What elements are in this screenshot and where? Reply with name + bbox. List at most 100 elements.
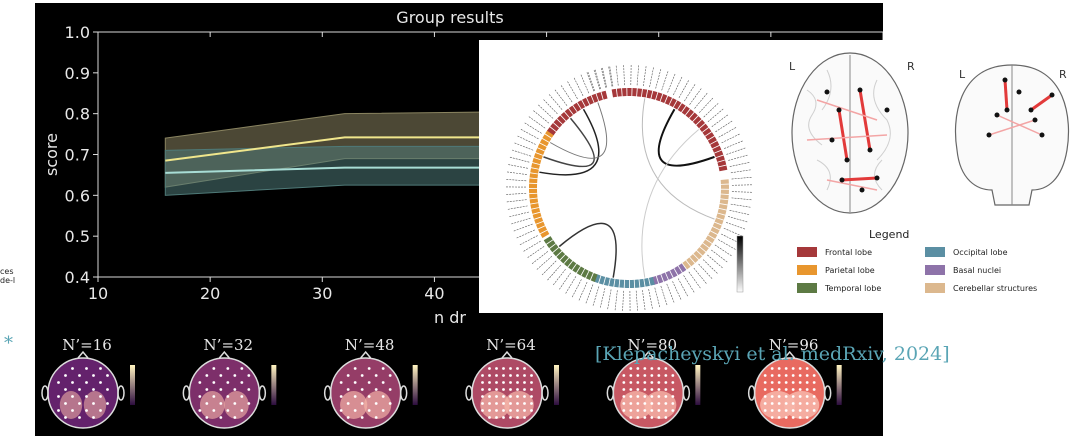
colorbar-step bbox=[554, 386, 559, 387]
electrode-dot bbox=[99, 395, 102, 398]
scale-bar-step bbox=[737, 239, 743, 240]
ear-marker bbox=[118, 386, 124, 400]
electrode-dot bbox=[92, 402, 95, 405]
colorbar-step bbox=[413, 373, 418, 374]
scale-bar-step bbox=[737, 256, 743, 257]
region-label-mark bbox=[536, 256, 552, 270]
region-label-mark bbox=[511, 150, 531, 156]
scalp-hotspot bbox=[644, 391, 676, 419]
brain-label-left: L bbox=[789, 60, 796, 73]
connectome-circle-svg bbox=[479, 40, 767, 313]
electrode-dot bbox=[643, 402, 646, 405]
colorbar-step bbox=[695, 375, 700, 376]
node-segment bbox=[530, 198, 538, 203]
topomap-label: N’=48 bbox=[345, 336, 395, 354]
electrode-dot bbox=[57, 381, 60, 384]
electrode-dot bbox=[664, 374, 667, 377]
scale-bar-step bbox=[737, 288, 743, 289]
electrode-dot bbox=[212, 367, 215, 370]
colorbar-step bbox=[413, 369, 418, 370]
colorbar-step bbox=[130, 403, 135, 404]
electrode-dot bbox=[806, 374, 809, 377]
scale-bar-step bbox=[737, 286, 743, 287]
electrode-dot bbox=[764, 381, 767, 384]
electrode-dot bbox=[785, 367, 788, 370]
colorbar-step bbox=[837, 377, 842, 378]
y-tick-label: 0.9 bbox=[65, 64, 90, 83]
electrode-dot bbox=[481, 395, 484, 398]
x-tick-label: 30 bbox=[312, 284, 332, 303]
colorbar-step bbox=[554, 397, 559, 398]
colorbar-step bbox=[837, 382, 842, 383]
electrode-dot bbox=[792, 367, 795, 370]
colorbar-step bbox=[271, 381, 276, 382]
colorbar-step bbox=[695, 366, 700, 367]
region-label-mark bbox=[506, 200, 527, 202]
legend: Frontal lobe Occipital lobe Parietal lob… bbox=[797, 247, 1087, 293]
electrode-dot bbox=[516, 374, 519, 377]
electrode-dot bbox=[806, 381, 809, 384]
colorbar-step bbox=[130, 377, 135, 378]
colorbar-step bbox=[554, 385, 559, 386]
brain-label-right: R bbox=[907, 60, 915, 73]
colorbar-step bbox=[413, 365, 418, 366]
electrode-dot bbox=[488, 409, 491, 412]
scale-bar-step bbox=[737, 238, 743, 239]
electrode-dot bbox=[636, 409, 639, 412]
electrode-dot bbox=[792, 409, 795, 412]
colorbar-step bbox=[837, 388, 842, 389]
electrode-dot bbox=[643, 409, 646, 412]
colorbar-step bbox=[554, 381, 559, 382]
colorbar-step bbox=[130, 402, 135, 403]
region-label-mark bbox=[506, 172, 527, 175]
electrode-dot bbox=[799, 388, 802, 391]
colorbar-step bbox=[837, 398, 842, 399]
electrode-dot bbox=[488, 402, 491, 405]
electrode-dot bbox=[778, 402, 781, 405]
colorbar-step bbox=[695, 403, 700, 404]
region-label-mark bbox=[507, 164, 528, 168]
colorbar-step bbox=[271, 395, 276, 396]
colorbar-step bbox=[271, 384, 276, 385]
colorbar-step bbox=[695, 385, 700, 386]
colorbar-step bbox=[554, 404, 559, 405]
electrode-dot bbox=[785, 416, 788, 419]
colorbar-step bbox=[130, 390, 135, 391]
ear-marker bbox=[749, 386, 755, 400]
colorbar-step bbox=[695, 388, 700, 389]
colorbar-step bbox=[554, 373, 559, 374]
ear-marker bbox=[42, 386, 48, 400]
colorbar-step bbox=[695, 368, 700, 369]
electrode-dot bbox=[502, 416, 505, 419]
colorbar-step bbox=[413, 391, 418, 392]
electrode-dot bbox=[643, 395, 646, 398]
colorbar-step bbox=[837, 379, 842, 380]
node-segment bbox=[637, 88, 642, 96]
colorbar-step bbox=[413, 385, 418, 386]
electrode-dot bbox=[488, 388, 491, 391]
electrode-dot bbox=[778, 416, 781, 419]
electrode-dot bbox=[99, 367, 102, 370]
electrode-dot bbox=[502, 388, 505, 391]
scale-bar-step bbox=[737, 250, 743, 251]
electrode-dot bbox=[340, 409, 343, 412]
scale-bar-step bbox=[737, 245, 743, 246]
electrode-dot bbox=[488, 374, 491, 377]
node-segment bbox=[625, 280, 629, 288]
scalp-map bbox=[48, 358, 118, 428]
electrode-dot bbox=[530, 381, 533, 384]
region-label-mark bbox=[673, 76, 682, 95]
colorbar-step bbox=[695, 379, 700, 380]
legend-swatch bbox=[797, 247, 817, 257]
legend-swatch bbox=[797, 283, 817, 293]
colorbar-step bbox=[130, 365, 135, 366]
colorbar-step bbox=[130, 397, 135, 398]
electrode-dot bbox=[71, 409, 74, 412]
electrode-dot bbox=[354, 381, 357, 384]
node-segment bbox=[529, 178, 537, 183]
electrode-dot bbox=[778, 395, 781, 398]
colorbar-step bbox=[837, 384, 842, 385]
electrode-dot bbox=[664, 388, 667, 391]
colorbar-step bbox=[837, 372, 842, 373]
electrode-dot bbox=[778, 388, 781, 391]
